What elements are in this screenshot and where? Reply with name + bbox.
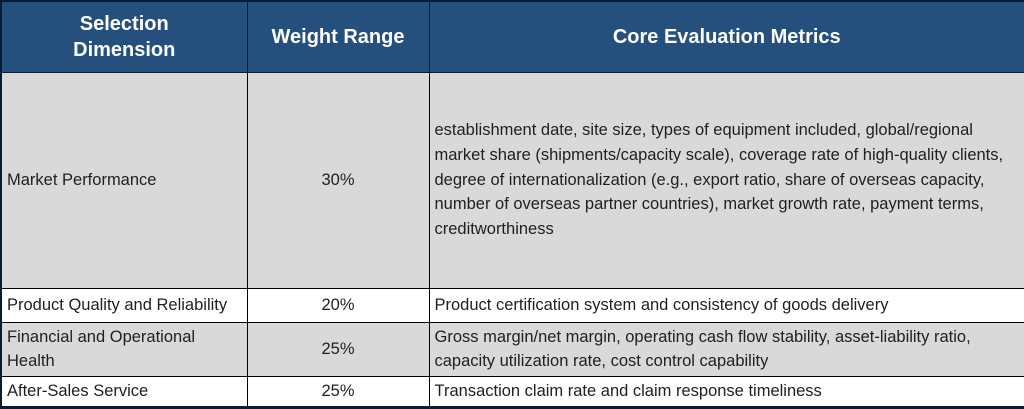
- table-row-after-sales: After-Sales Service 25% Transaction clai…: [0, 376, 1024, 408]
- header-weight-range: Weight Range: [246, 0, 430, 73]
- cell-metrics: Gross margin/net margin, operating cash …: [428, 321, 1024, 377]
- cell-dimension: After-Sales Service: [0, 376, 248, 408]
- cell-metrics: Product certification system and consist…: [428, 287, 1024, 323]
- header-weight-range-label: Weight Range: [271, 25, 405, 48]
- cell-metrics: establishment date, site size, types of …: [428, 71, 1024, 289]
- cell-weight: 25%: [246, 321, 430, 377]
- cell-dimension: Financial and Operational Health: [0, 321, 248, 377]
- table-row-financial-health: Financial and Operational Health 25% Gro…: [0, 321, 1024, 377]
- table-row-product-quality: Product Quality and Reliability 20% Prod…: [0, 287, 1024, 323]
- cell-dimension: Market Performance: [0, 71, 248, 289]
- header-selection-dimension: Selection Dimension: [0, 0, 248, 73]
- header-core-evaluation-metrics: Core Evaluation Metrics: [428, 0, 1024, 73]
- header-selection-dimension-label: Selection Dimension: [73, 12, 176, 61]
- cell-weight: 20%: [246, 287, 430, 323]
- cell-weight: 30%: [246, 71, 430, 289]
- cell-weight: 25%: [246, 376, 430, 408]
- cell-dimension: Product Quality and Reliability: [0, 287, 248, 323]
- header-core-evaluation-metrics-label: Core Evaluation Metrics: [612, 25, 841, 48]
- cell-metrics: Transaction claim rate and claim respons…: [428, 376, 1024, 408]
- table-row-market-performance: Market Performance 30% establishment dat…: [0, 71, 1024, 289]
- table-header-row: Selection Dimension Weight Range Core Ev…: [0, 0, 1024, 73]
